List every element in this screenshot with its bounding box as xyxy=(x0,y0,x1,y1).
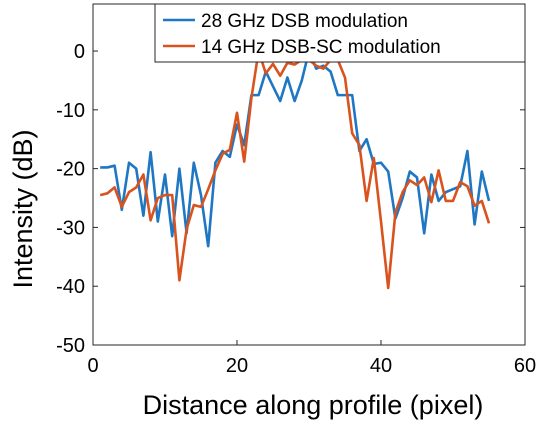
y-axis-label: Intensity (dB) xyxy=(8,129,38,288)
legend: 28 GHz DSB modulation 14 GHz DSB-SC modul… xyxy=(154,3,526,63)
series-line-1 xyxy=(100,49,491,248)
x-tick-label: 40 xyxy=(370,355,392,377)
y-tick-label: -20 xyxy=(56,159,85,181)
legend-label-2: 14 GHz DSB-SC modulation xyxy=(201,37,441,58)
legend-box xyxy=(154,3,526,63)
y-tick-label: -40 xyxy=(56,276,85,298)
x-tick-label: 0 xyxy=(87,355,98,377)
y-tick-label: -30 xyxy=(56,217,85,239)
y-tick-label: -10 xyxy=(56,100,85,122)
axes: 0 20 40 60 -50 -40 -30 -20 -10 0 xyxy=(56,4,536,377)
series-line-2 xyxy=(99,49,491,290)
x-tick-label: 60 xyxy=(514,355,536,377)
y-tick-label: 0 xyxy=(74,41,85,63)
series-layer xyxy=(99,49,491,290)
x-axis-label: Distance along profile (pixel) xyxy=(143,390,484,420)
x-tick-label: 20 xyxy=(226,355,248,377)
y-tick-label: -50 xyxy=(56,335,85,357)
legend-label-1: 28 GHz DSB modulation xyxy=(201,11,408,32)
